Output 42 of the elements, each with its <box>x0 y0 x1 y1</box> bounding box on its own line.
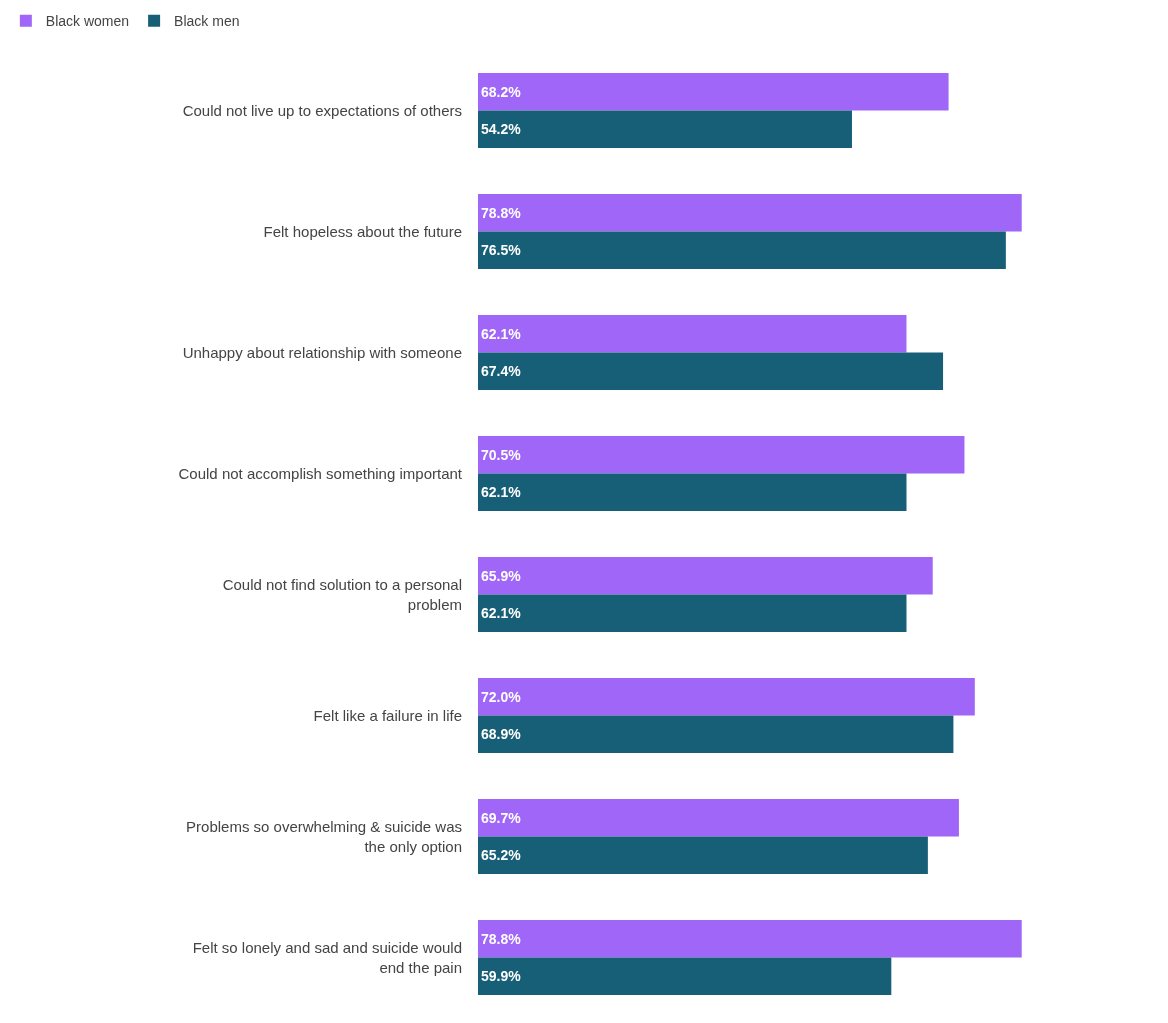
data-label: 62.1% <box>481 605 522 622</box>
data-label: 69.7% <box>481 809 522 826</box>
bar <box>478 836 928 875</box>
bar <box>478 352 944 391</box>
y-tick-label: Could not live up to expectations of others <box>182 101 462 119</box>
data-label: 78.8% <box>481 204 522 221</box>
data-label: 65.9% <box>481 567 522 584</box>
bar <box>478 110 852 149</box>
data-label: 62.1% <box>481 325 522 342</box>
bar <box>478 314 907 353</box>
data-label: 54.2% <box>481 121 522 138</box>
data-label: 67.4% <box>481 363 522 380</box>
y-tick-label: Felt hopeless about the future <box>263 222 462 240</box>
y-tick-label: Unhappy about relationship with someone <box>182 343 462 361</box>
bar <box>478 72 949 111</box>
data-label: 59.9% <box>481 968 522 985</box>
bar <box>478 798 959 837</box>
bar <box>478 957 892 996</box>
bar <box>478 473 907 512</box>
bar <box>478 435 965 474</box>
y-tick-label: Problems so overwhelming & suicide was the only option <box>186 818 462 855</box>
y-tick-label: Could not accomplish something important <box>178 464 463 482</box>
data-label: 68.2% <box>481 83 522 100</box>
data-label: 78.8% <box>481 930 522 947</box>
data-label: 68.9% <box>481 726 522 743</box>
data-label: 70.5% <box>481 446 522 463</box>
bar <box>478 594 907 633</box>
data-label: 76.5% <box>481 242 522 259</box>
y-tick-label: Felt like a failure in life <box>313 706 462 724</box>
y-tick-label: Could not find solution to a personal problem <box>222 576 462 613</box>
data-label: 65.2% <box>481 847 522 864</box>
bar <box>478 677 975 716</box>
legend-label: Black women <box>45 13 130 30</box>
data-label: 72.0% <box>481 688 522 705</box>
bar <box>478 193 1022 232</box>
y-tick-label: Felt so lonely and sad and suicide would end the pain <box>192 939 462 976</box>
legend-label: Black men <box>174 13 240 30</box>
data-label: 62.1% <box>481 484 522 501</box>
bar <box>478 715 954 754</box>
bar <box>478 919 1022 958</box>
bar <box>478 231 1006 270</box>
bar <box>478 556 933 595</box>
